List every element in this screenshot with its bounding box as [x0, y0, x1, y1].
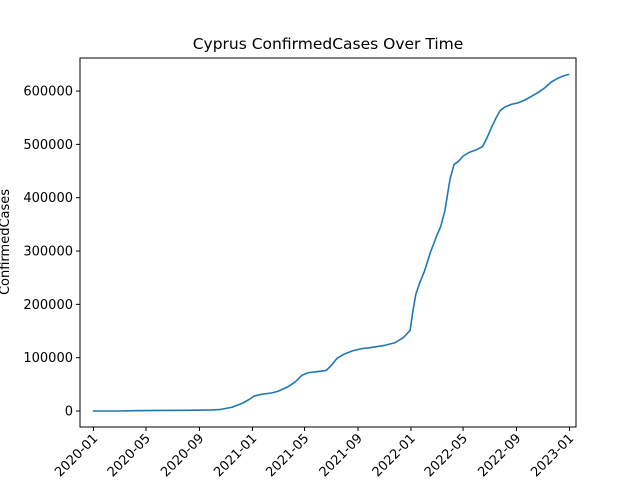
y-tick-label: 400000	[23, 191, 73, 206]
x-tick-label: 2023-01	[528, 431, 577, 480]
y-tick-label: 200000	[23, 298, 73, 313]
y-tick-label: 300000	[23, 245, 73, 260]
x-tick-label: 2021-09	[317, 431, 366, 480]
x-tick-label: 2021-05	[263, 431, 312, 480]
x-tick-label: 2020-05	[105, 431, 154, 480]
x-tick-label: 2022-09	[475, 431, 524, 480]
y-tick-label: 100000	[23, 351, 73, 366]
x-tick-label: 2021-01	[211, 431, 260, 480]
y-tick-label: 600000	[23, 85, 73, 100]
y-tick-label: 500000	[23, 138, 73, 153]
x-tick-label: 2022-01	[370, 431, 419, 480]
x-tick-label: 2022-05	[422, 431, 471, 480]
y-axis: 0 100000 200000 300000 400000 500000 600000	[23, 85, 80, 420]
series-line	[92, 73, 570, 412]
plot-area	[92, 73, 570, 412]
x-tick-label: 2020-01	[52, 431, 101, 480]
y-tick-label: 0	[65, 405, 73, 420]
chart-title: Cyprus ConfirmedCases Over Time	[193, 35, 464, 53]
x-tick-label: 2020-09	[158, 431, 207, 480]
plot-frame	[79, 57, 577, 428]
x-axis: 2020-01 2020-05 2020-09 2021-01 2021-05 2021-…	[52, 427, 577, 480]
y-axis-label: ConfirmedCases	[0, 189, 13, 295]
